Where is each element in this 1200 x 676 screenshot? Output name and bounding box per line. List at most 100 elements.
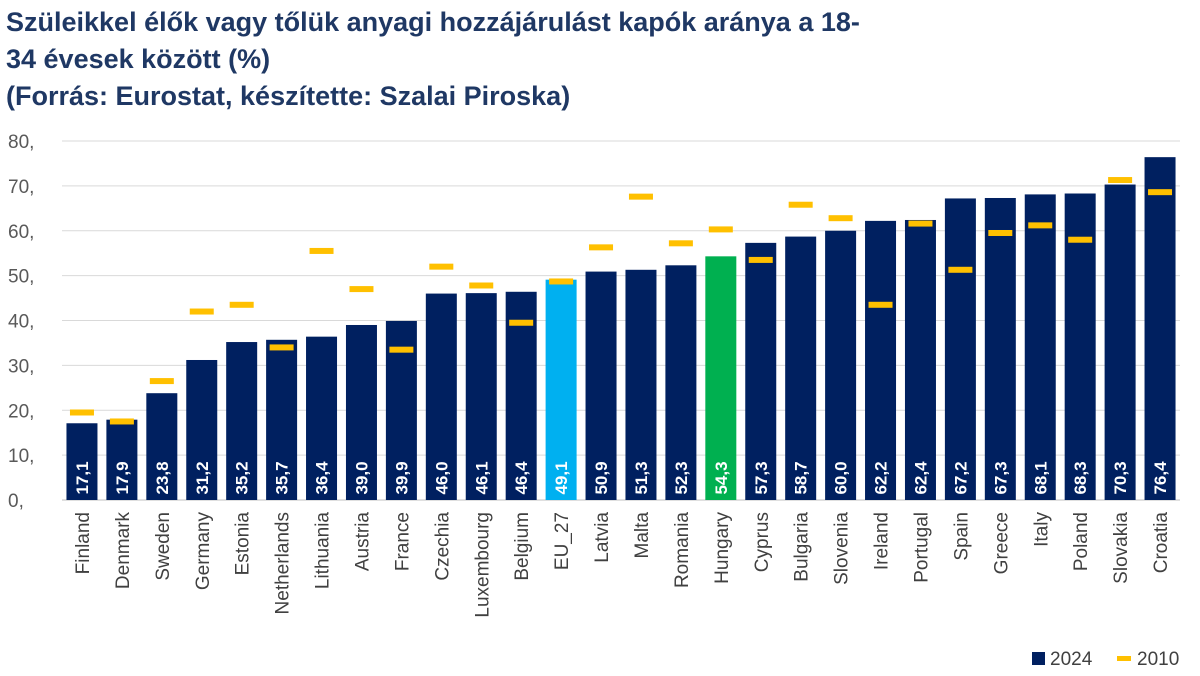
data-label: 54,3 bbox=[712, 461, 731, 494]
chart-title: Szüleikkel élők vagy tőlük anyagi hozzáj… bbox=[6, 4, 1186, 115]
x-tick-label: Croatia bbox=[1151, 512, 1172, 574]
y-tick-label: 60, bbox=[8, 222, 34, 243]
bar bbox=[585, 271, 617, 500]
data-label: 62,2 bbox=[872, 461, 891, 494]
data-label: 58,7 bbox=[792, 461, 811, 494]
y-tick-label: 10, bbox=[8, 446, 34, 467]
bar bbox=[1064, 193, 1096, 500]
data-labels: 17,1 17,9 23,8 31,2 35,2 35,7 36,4 39,0 39,9 46,0… bbox=[73, 461, 1170, 495]
x-tick-label: Estonia bbox=[233, 512, 254, 576]
x-tick-label: Germany bbox=[193, 512, 214, 591]
marker-2010 bbox=[429, 263, 454, 270]
x-tick-label: Austria bbox=[352, 512, 373, 572]
x-tick-label: Netherlands bbox=[273, 512, 294, 614]
marker-2010 bbox=[509, 319, 534, 326]
data-label: 60,0 bbox=[832, 461, 851, 494]
bar bbox=[66, 423, 98, 500]
data-label: 67,2 bbox=[951, 461, 970, 494]
data-label: 50,9 bbox=[592, 461, 611, 494]
marker-2010 bbox=[149, 378, 174, 385]
legend-label-2010: 2010 bbox=[1137, 649, 1179, 670]
bar bbox=[306, 336, 338, 500]
marker-2010 bbox=[828, 215, 853, 222]
data-label: 36,4 bbox=[313, 461, 332, 495]
x-tick-label: Greece bbox=[991, 512, 1012, 574]
marker-2010 bbox=[109, 418, 134, 425]
title-line-3: (Forrás: Eurostat, készítette: Szalai Pi… bbox=[6, 81, 571, 111]
title-line-2: 34 évesek között (%) bbox=[6, 44, 271, 74]
x-tick-label: Finland bbox=[73, 512, 94, 574]
x-tick-label: Luxembourg bbox=[472, 512, 493, 618]
x-tick-label: Slovakia bbox=[1111, 512, 1132, 584]
marker-2010 bbox=[269, 344, 294, 351]
x-tick-label: Romania bbox=[672, 512, 693, 588]
bar bbox=[505, 291, 537, 500]
y-axis: 0, 10, 20, 30, 40, 50, 60, 70, 80, bbox=[8, 132, 34, 512]
data-label: 52,3 bbox=[672, 461, 691, 494]
x-tick-label: Portugal bbox=[911, 512, 932, 583]
bar bbox=[984, 197, 1016, 500]
bar bbox=[226, 342, 258, 500]
marker-2010 bbox=[549, 278, 574, 285]
marker-2010 bbox=[589, 244, 614, 251]
marker-2010 bbox=[708, 226, 733, 233]
data-label: 46,4 bbox=[512, 461, 531, 495]
y-tick-label: 40, bbox=[8, 312, 34, 333]
bar bbox=[705, 256, 737, 500]
x-tick-label: Malta bbox=[632, 512, 653, 559]
bar bbox=[904, 219, 936, 501]
bar bbox=[944, 198, 976, 500]
legend-swatch-2024 bbox=[1032, 652, 1045, 665]
title-line-1: Szüleikkel élők vagy tőlük anyagi hozzáj… bbox=[6, 7, 860, 37]
bar bbox=[1024, 194, 1056, 500]
markers-2010 bbox=[69, 177, 1173, 425]
data-label: 39,9 bbox=[392, 461, 411, 494]
x-tick-label: Denmark bbox=[113, 512, 134, 590]
legend-label-2024: 2024 bbox=[1050, 649, 1093, 670]
bar bbox=[865, 220, 897, 500]
bar bbox=[266, 339, 298, 500]
marker-2010 bbox=[948, 266, 973, 273]
marker-2010 bbox=[748, 256, 773, 263]
y-tick-label: 70, bbox=[8, 177, 34, 198]
marker-2010 bbox=[349, 286, 374, 293]
bar bbox=[425, 293, 457, 500]
legend: 2024 2010 bbox=[1032, 649, 1179, 670]
data-label: 76,4 bbox=[1151, 461, 1170, 495]
x-tick-label: Hungary bbox=[712, 512, 733, 584]
data-label: 70,3 bbox=[1111, 461, 1130, 494]
marker-2010 bbox=[69, 409, 94, 416]
x-tick-label: Cyprus bbox=[752, 512, 773, 572]
marker-2010 bbox=[1108, 177, 1133, 184]
bar bbox=[785, 236, 817, 501]
x-tick-label: Latvia bbox=[592, 512, 613, 563]
data-label: 67,3 bbox=[991, 461, 1010, 494]
marker-2010 bbox=[469, 282, 494, 289]
data-label: 35,2 bbox=[233, 461, 252, 494]
bar bbox=[625, 269, 657, 500]
y-tick-label: 80, bbox=[8, 132, 34, 153]
bar bbox=[825, 230, 857, 500]
x-tick-label: Bulgaria bbox=[792, 512, 813, 582]
marker-2010 bbox=[309, 247, 334, 254]
y-tick-label: 50, bbox=[8, 267, 34, 288]
bar bbox=[465, 293, 497, 500]
bar bbox=[106, 419, 138, 500]
bar bbox=[345, 324, 377, 500]
bar bbox=[745, 242, 777, 500]
data-label: 46,0 bbox=[432, 461, 451, 494]
marker-2010 bbox=[788, 201, 813, 208]
marker-2010 bbox=[668, 240, 693, 247]
x-tick-label: EU_27 bbox=[552, 512, 573, 570]
x-tick-label: Italy bbox=[1031, 512, 1052, 547]
bar bbox=[665, 265, 697, 500]
bar bbox=[545, 279, 577, 500]
marker-2010 bbox=[189, 308, 214, 315]
x-tick-label: Czechia bbox=[432, 512, 453, 581]
x-tick-label: Poland bbox=[1071, 512, 1092, 571]
x-tick-label: Lithuania bbox=[313, 512, 334, 590]
bar bbox=[146, 393, 178, 500]
marker-2010 bbox=[868, 301, 893, 308]
x-axis: Finland Denmark Sweden Germany Estonia Nether… bbox=[73, 512, 1172, 618]
marker-2010 bbox=[389, 346, 414, 353]
